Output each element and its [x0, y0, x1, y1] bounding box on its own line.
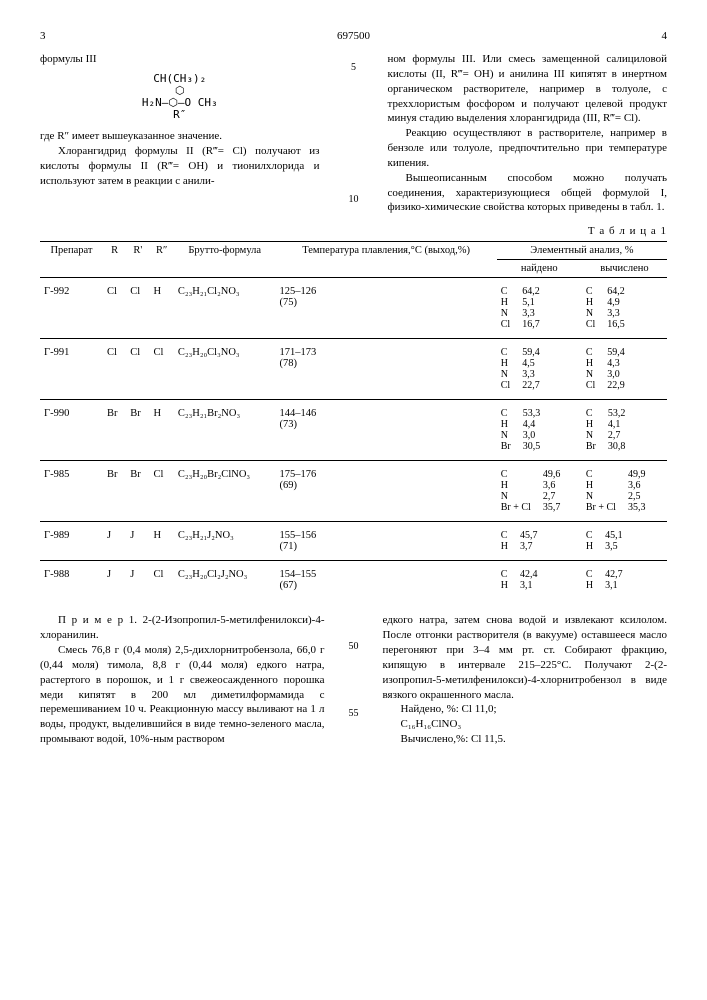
calc-cell: CH42,73,1 [582, 561, 667, 600]
table-cell: Br [126, 461, 149, 522]
top-columns: формулы III CH(CH₃)₂ ⬡ H₂N—⬡—O CH₃ R″ гд… [40, 52, 667, 215]
calc-cell: CHNCl64,24,93,316,5 [582, 278, 667, 339]
line-numbers-bottom: 50 55 [345, 613, 363, 747]
table-cell: C₂₃H₂₀Br₂ClNO₃ [174, 461, 276, 522]
th-r1: R' [126, 242, 149, 278]
table-cell: 144–146 (73) [275, 400, 496, 461]
found-cell: CHNCl64,25,13,316,7 [497, 278, 582, 339]
example-title: П р и м е р 1. 2-(2-Изопропил-5-метилфен… [40, 613, 325, 643]
table-cell: Г-988 [40, 561, 103, 600]
table-cell: Br [103, 461, 126, 522]
table-cell: Г-985 [40, 461, 103, 522]
calc-cell: CHNBr53,24,12,730,8 [582, 400, 667, 461]
table-cell: Cl [150, 461, 174, 522]
example-body: Смесь 76,8 г (0,4 моля) 2,5-дихлорнитроб… [40, 643, 325, 747]
table-cell: Cl [126, 339, 149, 400]
right-para-3: Вышеописанным способом можно получать со… [388, 171, 668, 216]
left-para-1: где R″ имеет вышеуказанное значение. [40, 129, 320, 144]
right-column: ном формулы III. Или смесь замещенной са… [383, 52, 668, 215]
patent-number: 697500 [46, 30, 662, 42]
left-column: формулы III CH(CH₃)₂ ⬡ H₂N—⬡—O CH₃ R″ гд… [40, 52, 325, 215]
table-row: Г-992ClClHC₂₃H₂₁Cl₂NO₃125–126 (75)CHNCl6… [40, 278, 667, 339]
table-cell: C₂₃H₂₀Cl₂J₂NO₃ [174, 561, 276, 600]
th-found: найдено [497, 260, 582, 278]
table-cell: Cl [103, 278, 126, 339]
th-prep: Препарат [40, 242, 103, 278]
table-cell: Cl [150, 561, 174, 600]
table-cell: C₂₃H₂₁J₂NO₃ [174, 522, 276, 561]
table-cell: 171–173 (78) [275, 339, 496, 400]
bottom-columns: П р и м е р 1. 2-(2-Изопропил-5-метилфен… [40, 613, 667, 747]
calc-cell: CHNCl59,44,33,022,9 [582, 339, 667, 400]
table-cell: H [150, 522, 174, 561]
found-cell: CH45,73,7 [497, 522, 582, 561]
table-cell: J [126, 522, 149, 561]
calc-cell: CH45,13,5 [582, 522, 667, 561]
table-caption: Т а б л и ц а 1 [40, 225, 667, 237]
th-mp: Температура плавления,°С (выход,%) [275, 242, 496, 278]
line-numbers-top: 5 10 [345, 52, 363, 215]
compounds-table: Препарат R R' R″ Брутто-формула Температ… [40, 241, 667, 599]
found-cell: CHNCl59,44,53,322,7 [497, 339, 582, 400]
bottom-right-para-2: Найдено, %: Cl 11,0; [383, 702, 668, 717]
chemical-structure: CH(CH₃)₂ ⬡ H₂N—⬡—O CH₃ R″ [40, 73, 320, 121]
page-num-right: 4 [662, 30, 668, 42]
table-cell: 154–155 (67) [275, 561, 496, 600]
bottom-right-para-1: едкого натра, затем снова водой и извлек… [383, 613, 668, 702]
th-r2: R″ [150, 242, 174, 278]
table-cell: C₂₃H₂₁Cl₂NO₃ [174, 278, 276, 339]
right-para-2: Реакцию осуществляют в растворителе, нап… [388, 126, 668, 171]
table-cell: Br [103, 400, 126, 461]
table-cell: J [103, 522, 126, 561]
table-cell: Cl [103, 339, 126, 400]
table-cell: J [103, 561, 126, 600]
right-para-1: ном формулы III. Или смесь замещенной са… [388, 52, 668, 126]
th-calc: вычислено [582, 260, 667, 278]
table-cell: 155–156 (71) [275, 522, 496, 561]
left-para-2: Хлорангидрид формулы II (R‴= Cl) получаю… [40, 144, 320, 189]
th-formula: Брутто-формула [174, 242, 276, 278]
formula-label: формулы III [40, 52, 320, 67]
bottom-left-column: П р и м е р 1. 2-(2-Изопропил-5-метилфен… [40, 613, 325, 747]
table-cell: Cl [126, 278, 149, 339]
table-row: Г-990BrBrHC₂₃H₂₁Br₂NO₃144–146 (73)CHNBr5… [40, 400, 667, 461]
bottom-right-para-3: C₁₆H₁₆ClNO₃ [383, 717, 668, 732]
found-cell: CHNBr53,34,43,030,5 [497, 400, 582, 461]
table-header-row: Препарат R R' R″ Брутто-формула Температ… [40, 242, 667, 260]
table-cell: Г-990 [40, 400, 103, 461]
table-row: Г-989JJHC₂₃H₂₁J₂NO₃155–156 (71)CH45,73,7… [40, 522, 667, 561]
table-row: Г-985BrBrClC₂₃H₂₀Br₂ClNO₃175–176 (69)CHN… [40, 461, 667, 522]
found-cell: CHNBr + Cl49,63,62,735,7 [497, 461, 582, 522]
page-header: 3 697500 4 [40, 30, 667, 42]
table-cell: J [126, 561, 149, 600]
table-cell: H [150, 400, 174, 461]
table-row: Г-988JJClC₂₃H₂₀Cl₂J₂NO₃154–155 (67)CH42,… [40, 561, 667, 600]
table-cell: 125–126 (75) [275, 278, 496, 339]
bottom-right-para-4: Вычислено,%: Cl 11,5. [383, 732, 668, 747]
table-cell: Г-992 [40, 278, 103, 339]
table-row: Г-991ClClClC₂₃H₂₀Cl₃NO₃171–173 (78)CHNCl… [40, 339, 667, 400]
th-r: R [103, 242, 126, 278]
table-cell: Г-989 [40, 522, 103, 561]
table-cell: C₂₃H₂₁Br₂NO₃ [174, 400, 276, 461]
bottom-right-column: едкого натра, затем снова водой и извлек… [383, 613, 668, 747]
table-cell: Г-991 [40, 339, 103, 400]
table-cell: 175–176 (69) [275, 461, 496, 522]
th-analysis: Элементный анализ, % [497, 242, 667, 260]
table-cell: C₂₃H₂₀Cl₃NO₃ [174, 339, 276, 400]
found-cell: CH42,43,1 [497, 561, 582, 600]
table-cell: H [150, 278, 174, 339]
calc-cell: CHNBr + Cl49,93,62,535,3 [582, 461, 667, 522]
table-cell: Cl [150, 339, 174, 400]
table-cell: Br [126, 400, 149, 461]
